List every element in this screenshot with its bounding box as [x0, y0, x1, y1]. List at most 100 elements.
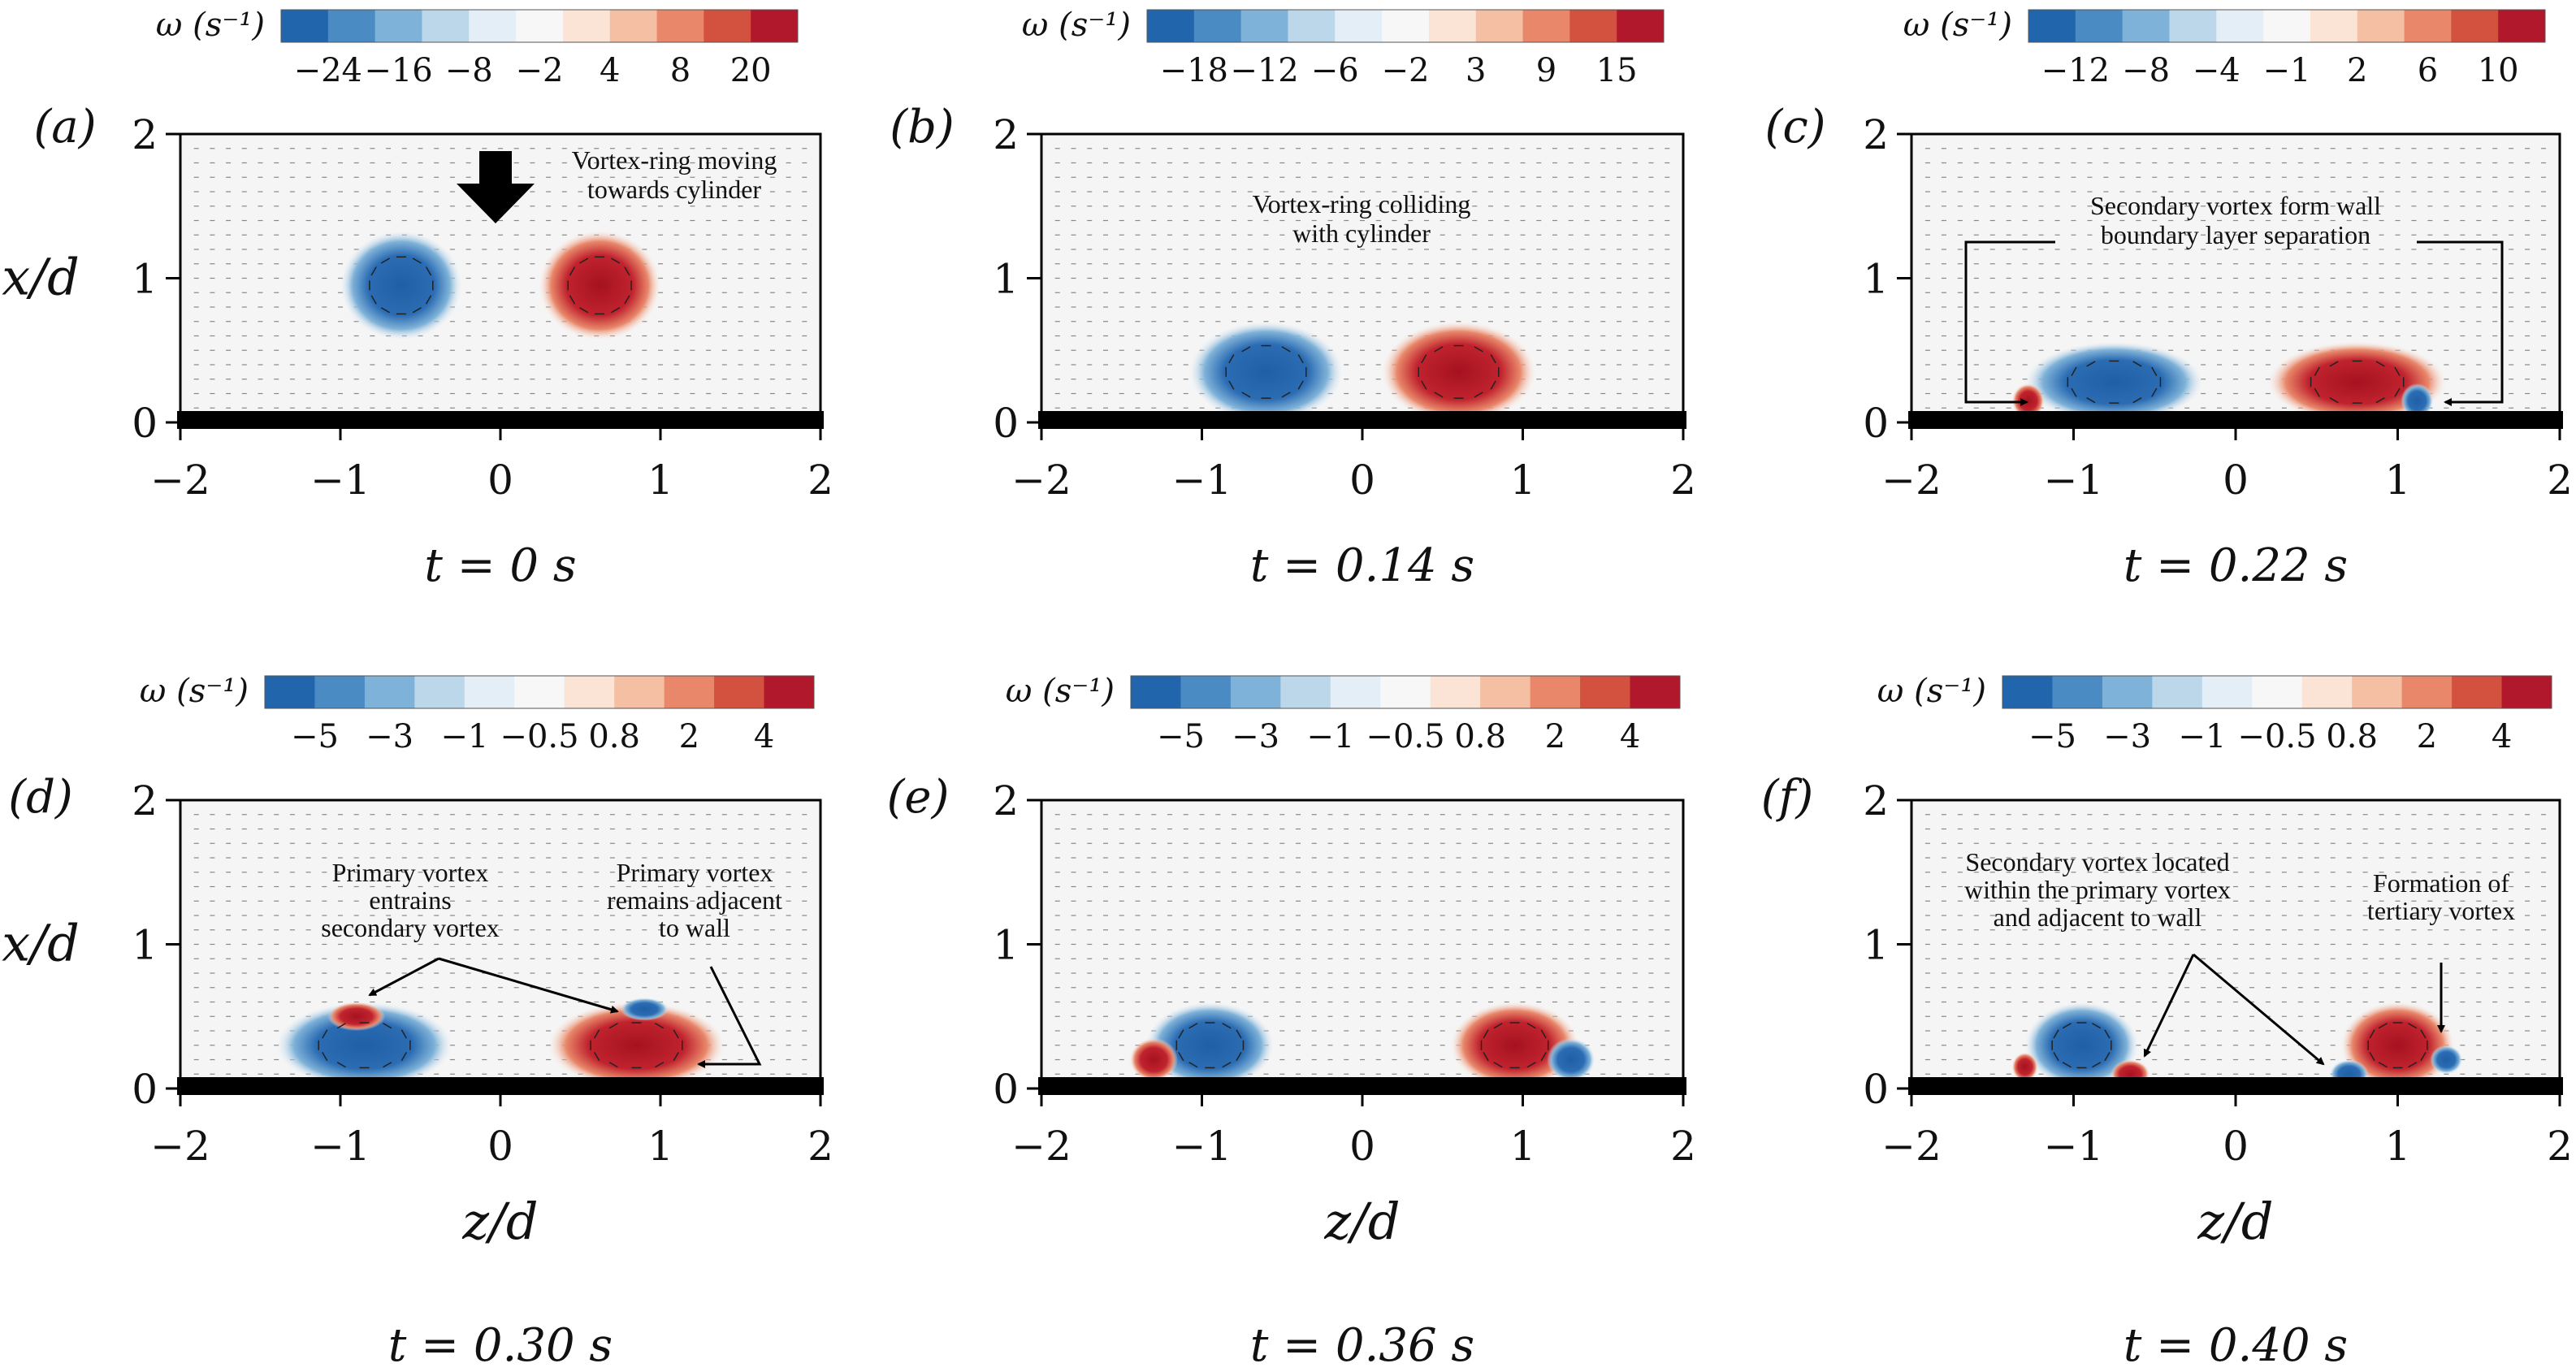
- x-tick-label: −2: [1881, 457, 1942, 504]
- x-tick-label: 2: [807, 1123, 833, 1170]
- colorbar-segment: [414, 676, 465, 708]
- swirl-vector: [2062, 1023, 2072, 1029]
- colorbar-segment: [1382, 10, 1430, 42]
- positive-vortex: [327, 1002, 386, 1031]
- negative-vortex: [620, 998, 669, 1021]
- y-tick-label: 1: [132, 256, 158, 303]
- swirl-vector: [1281, 392, 1291, 398]
- swirl-vector: [1297, 380, 1304, 390]
- swirl-vector: [608, 1062, 618, 1068]
- swirl-vector: [425, 295, 432, 305]
- x-tick-label: −1: [310, 457, 370, 504]
- swirl-vector: [2378, 1023, 2388, 1029]
- x-tick-label: 0: [2223, 1123, 2249, 1170]
- swirl-vector: [2086, 397, 2096, 404]
- x-tick-label: 2: [2547, 1123, 2573, 1170]
- colorbar: ω (s⁻¹)−24 −16 −8 −2 4 8 20: [156, 6, 799, 89]
- colorbar-title: ω (s⁻¹): [1022, 6, 1131, 44]
- x-tick-label: 2: [2547, 457, 2573, 504]
- swirl-vector: [1474, 346, 1483, 353]
- swirl-vector: [1236, 1052, 1242, 1062]
- colorbar-segment: [314, 676, 366, 708]
- swirl-vector: [655, 1023, 665, 1029]
- time-label: t = 0.14 s: [1250, 539, 1474, 592]
- colorbar-tick-label: 6: [2418, 52, 2438, 89]
- annotation-text: Vortex-ring moving: [572, 145, 777, 175]
- colorbar-segment: [2352, 676, 2403, 708]
- colorbar-tick-label: 0.8: [588, 718, 640, 755]
- colorbar-segment: [664, 676, 715, 708]
- x-tick-label: 1: [1510, 457, 1536, 504]
- swirl-vector: [370, 266, 377, 276]
- panel-f: ω (s⁻¹) −5 −3 −1 −0.5 0.8 2 4 −2 −1 0 1 2 0 1 2 (f) z/d t …: [1761, 673, 2573, 1372]
- swirl-vector: [383, 1023, 392, 1029]
- swirl-vector: [673, 1029, 679, 1039]
- colorbar-tick-label: −1: [2178, 718, 2226, 755]
- colorbar-segment: [1530, 676, 1581, 708]
- swirl-vector: [624, 295, 630, 305]
- cylinder-wall: [177, 411, 824, 429]
- colorbar-segment: [1288, 10, 1336, 42]
- colorbar-segment: [281, 10, 329, 42]
- colorbar-segment: [1335, 10, 1383, 42]
- panel-e: ω (s⁻¹) −5 −3 −1 −0.5 0.8 2 4 −2 −1 0 1 2 0 1 2 (e) z/d t …: [887, 673, 1696, 1372]
- swirl-vector: [2394, 366, 2401, 376]
- x-tick-label: 1: [2385, 1123, 2411, 1170]
- y-axis-title: x/d: [2, 914, 80, 973]
- swirl-vector: [2151, 366, 2158, 376]
- swirl-vector: [1474, 392, 1483, 398]
- swirl-vector: [1178, 1052, 1184, 1062]
- annotation-arrow: [697, 966, 762, 1068]
- swirl-vector: [2369, 1029, 2375, 1039]
- annotation-text: boundary layer separation: [2101, 220, 2370, 249]
- colorbar-segment: [2452, 676, 2503, 708]
- colorbar-title: ω (s⁻¹): [140, 673, 249, 710]
- annotation-text: Primary vortex: [617, 858, 773, 887]
- colorbar-segment: [2301, 676, 2353, 708]
- swirl-vector: [336, 1062, 346, 1068]
- y-tick-label: 1: [993, 922, 1019, 969]
- colorbar-segment: [656, 10, 704, 42]
- colorbar-segment: [562, 10, 611, 42]
- swirl-vector: [322, 1052, 328, 1062]
- annotation-text: within the primary vortex: [1964, 875, 2231, 904]
- x-tick-label: 1: [2385, 457, 2411, 504]
- swirl-vector: [1281, 346, 1291, 353]
- swirl-vector: [569, 295, 576, 305]
- positive-vortex: [548, 1002, 725, 1089]
- swirl-vector: [1222, 1062, 1232, 1068]
- colorbar-segment: [327, 10, 376, 42]
- colorbar-tick-label: −3: [2103, 718, 2151, 755]
- annotation-text: tertiary vortex: [2367, 896, 2515, 925]
- swirl-vector: [1490, 380, 1496, 390]
- panel-label: (f): [1761, 771, 1813, 824]
- colorbar-segment: [1380, 676, 1431, 708]
- colorbar-tick-label: 2: [679, 718, 699, 755]
- colorbar-segment: [1630, 676, 1681, 708]
- colorbar-segment: [2052, 676, 2103, 708]
- colorbar: ω (s⁻¹) −5 −3 −1 −0.5 0.8 2 4: [1877, 673, 2552, 755]
- y-tick-label: 0: [132, 400, 158, 447]
- colorbar-segment: [1131, 676, 1181, 708]
- colorbar-segment: [1330, 676, 1381, 708]
- y-tick-label: 1: [132, 922, 158, 969]
- positive-vortex: [2340, 1002, 2455, 1089]
- colorbar-segment: [469, 10, 517, 42]
- swirl-vector: [400, 1029, 407, 1039]
- swirl-vector: [655, 1062, 665, 1068]
- time-label: t = 0.36 s: [1250, 1319, 1474, 1372]
- annotation-text: and adjacent to wall: [1994, 902, 2202, 932]
- colorbar-segment: [1522, 10, 1570, 42]
- swirl-vector: [370, 295, 377, 305]
- swirl-vector: [1483, 1052, 1489, 1062]
- swirl-vector: [594, 1052, 600, 1062]
- colorbar-segment: [1475, 10, 1524, 42]
- swirl-vector: [611, 307, 621, 314]
- colorbar-segment: [2028, 10, 2076, 42]
- colorbar-segment: [751, 10, 799, 42]
- colorbar-frame: [2028, 9, 2546, 43]
- swirl-vector: [594, 1029, 600, 1039]
- colorbar-frame: [264, 675, 815, 709]
